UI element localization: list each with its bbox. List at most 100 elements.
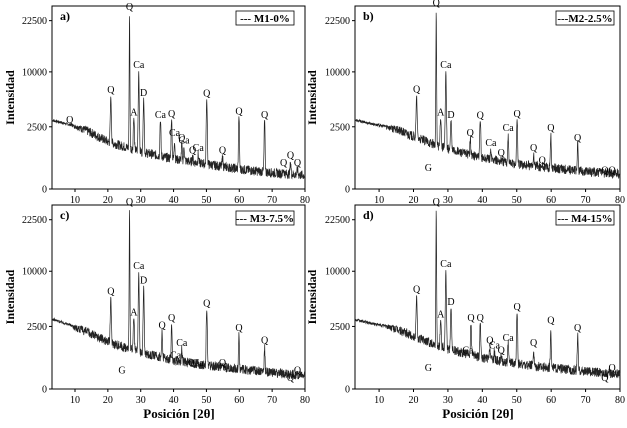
peak-label: A bbox=[130, 307, 138, 318]
peak-label: Ca bbox=[489, 340, 501, 351]
x-tick-label: 40 bbox=[477, 195, 487, 206]
peak-label: Q bbox=[477, 313, 485, 324]
peak-label: Ca bbox=[193, 143, 205, 154]
plot-frame bbox=[51, 5, 306, 190]
peak-label: Q bbox=[203, 299, 211, 310]
plot-frame bbox=[354, 204, 621, 390]
peak-label: Q bbox=[189, 146, 197, 157]
y-tick-label: 0 bbox=[345, 185, 350, 196]
x-tick-label: 60 bbox=[546, 395, 556, 406]
x-tick-label: 50 bbox=[201, 195, 211, 206]
panel-label: c) bbox=[60, 208, 69, 222]
peak-label: Q bbox=[477, 111, 485, 122]
y-tick-label: 10000 bbox=[325, 67, 350, 78]
xrd-pattern-line bbox=[354, 12, 621, 179]
peak-label: Q bbox=[608, 166, 616, 177]
peak-label: Q bbox=[219, 146, 227, 157]
x-axis-label-right: Posición [2θ] bbox=[442, 406, 513, 421]
peak-label: Q bbox=[574, 323, 582, 334]
peak-label: Q bbox=[547, 123, 555, 134]
xrd-pattern-line bbox=[354, 210, 621, 379]
peak-label: Q bbox=[287, 151, 295, 162]
peak-label: Ca bbox=[485, 138, 497, 149]
x-axis-label-left: Posición [2θ] bbox=[143, 406, 214, 421]
y-tick-label: 10000 bbox=[22, 67, 47, 78]
peak-label: Q bbox=[574, 133, 582, 144]
peak-label: Ca bbox=[503, 333, 515, 344]
x-tick-label: 10 bbox=[70, 395, 80, 406]
peak-label: Q bbox=[287, 373, 295, 384]
y-tick-label: 22500 bbox=[325, 16, 350, 27]
peak-label: Q bbox=[66, 115, 74, 126]
legend-label: --- M3-7.5% bbox=[236, 213, 294, 225]
x-tick-label: 30 bbox=[136, 195, 146, 206]
peak-label: Q bbox=[294, 158, 302, 169]
y-tick-label: 10000 bbox=[325, 267, 350, 278]
legend-box bbox=[235, 10, 295, 26]
x-tick-label: 80 bbox=[615, 395, 625, 406]
legend-label: --- M1-0% bbox=[240, 13, 290, 25]
peak-label: A bbox=[130, 108, 138, 119]
chart-panel-4: 10 20 30 40 50 60 70 80 0 2500 10000 22500 Intensida… bbox=[305, 197, 625, 406]
y-tick-label: 0 bbox=[345, 385, 350, 396]
legend-label: ---M2-2.5% bbox=[557, 13, 612, 25]
peak-label: Q bbox=[433, 197, 441, 208]
x-tick-label: 50 bbox=[201, 395, 211, 406]
legend-box bbox=[555, 10, 615, 26]
legend-box bbox=[555, 210, 615, 226]
peak-label: Q bbox=[203, 89, 211, 100]
peak-label: Q bbox=[261, 110, 269, 121]
peak-label: A bbox=[437, 310, 445, 321]
x-tick-label: 70 bbox=[581, 195, 591, 206]
peak-label: Q bbox=[413, 285, 421, 296]
peak-label: Ca bbox=[193, 358, 205, 369]
peak-label: Q bbox=[235, 323, 243, 334]
y-axis-label: Intensidad bbox=[3, 70, 17, 125]
x-tick-label: 70 bbox=[267, 395, 277, 406]
x-tick-label: 10 bbox=[70, 195, 80, 206]
peak-label: Q bbox=[168, 313, 176, 324]
y-axis-label: Intensidad bbox=[305, 70, 319, 125]
peak-label: Q bbox=[294, 365, 302, 376]
peak-label: Q bbox=[601, 166, 609, 177]
peak-label: Q bbox=[126, 197, 134, 208]
peak-label: Ca bbox=[503, 123, 515, 134]
xrd-pattern-line bbox=[51, 16, 306, 180]
peak-label: Q bbox=[498, 345, 506, 356]
peak-label: G bbox=[425, 363, 432, 374]
peak-label: Q bbox=[188, 358, 196, 369]
y-tick-label: 2500 bbox=[330, 122, 350, 133]
peak-label: Q bbox=[513, 302, 521, 313]
y-tick-label: 2500 bbox=[27, 122, 47, 133]
x-tick-label: 40 bbox=[169, 395, 179, 406]
y-tick-label: 22500 bbox=[22, 16, 47, 27]
y-axis-label: Intensidad bbox=[3, 269, 17, 324]
peak-label: Q bbox=[178, 133, 186, 144]
x-tick-label: 30 bbox=[136, 395, 146, 406]
x-tick-label: 20 bbox=[409, 195, 419, 206]
peak-label: Ca bbox=[133, 261, 145, 272]
x-tick-label: 80 bbox=[300, 395, 310, 406]
x-tick-label: 30 bbox=[443, 195, 453, 206]
peak-label: G bbox=[118, 365, 125, 376]
peak-label: D bbox=[140, 88, 147, 99]
x-tick-label: 20 bbox=[103, 195, 113, 206]
x-tick-label: 70 bbox=[267, 195, 277, 206]
peak-label: Q bbox=[158, 320, 166, 331]
peak-label: Q bbox=[498, 148, 506, 159]
x-tick-label: 60 bbox=[546, 195, 556, 206]
peak-label: Q bbox=[219, 358, 227, 369]
x-tick-label: 20 bbox=[103, 395, 113, 406]
peak-label: Ca bbox=[170, 350, 182, 361]
panel-label: d) bbox=[363, 208, 374, 222]
peak-label: Q bbox=[530, 338, 538, 349]
x-tick-label: 80 bbox=[615, 195, 625, 206]
peak-label: G bbox=[425, 163, 432, 174]
peak-label: Q bbox=[168, 109, 176, 120]
x-tick-label: 20 bbox=[409, 395, 419, 406]
x-tick-label: 30 bbox=[443, 395, 453, 406]
chart-panel-3: 10 20 30 40 50 60 70 80 0 2500 10000 22500 Intensida… bbox=[3, 197, 310, 406]
peak-label: Q bbox=[601, 373, 609, 384]
chart-panel-2: 10 20 30 40 50 60 70 80 0 2500 10000 22500 Intensida… bbox=[305, 0, 625, 206]
